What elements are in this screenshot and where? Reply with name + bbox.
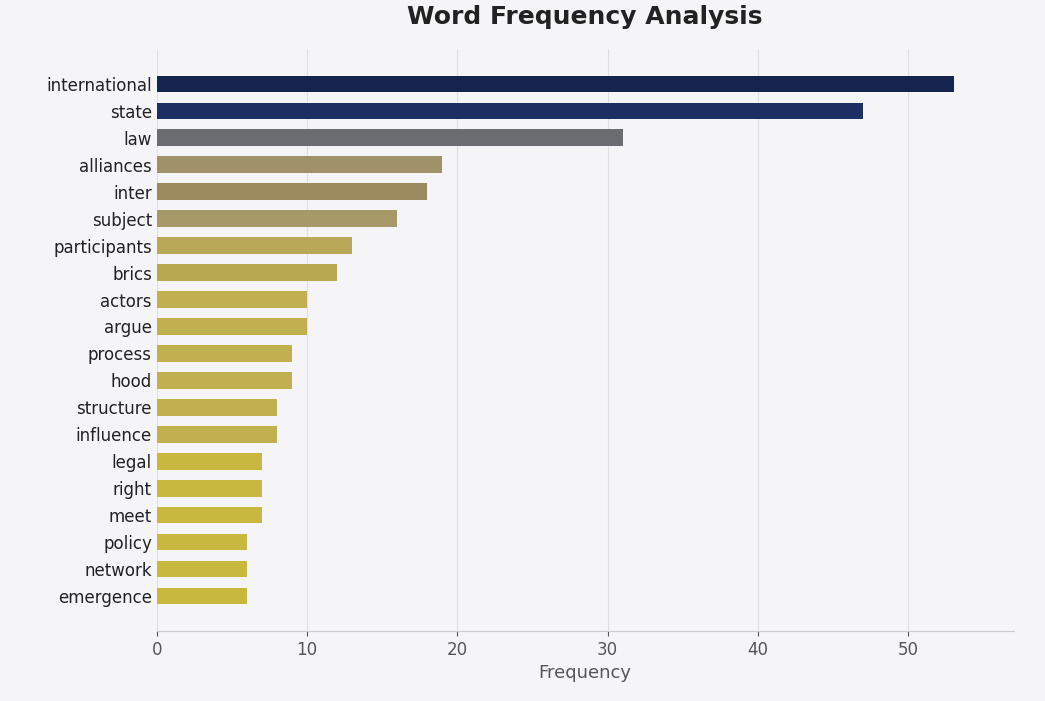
Bar	[157, 264, 338, 280]
Title: Word Frequency Analysis: Word Frequency Analysis	[408, 5, 763, 29]
Bar	[157, 76, 953, 92]
Bar	[157, 292, 307, 308]
Bar	[157, 210, 397, 226]
Bar	[157, 562, 247, 578]
Bar	[157, 480, 262, 496]
Bar	[157, 238, 352, 254]
Bar	[157, 156, 442, 172]
Bar	[157, 534, 247, 550]
Bar	[157, 346, 292, 362]
Bar	[157, 426, 277, 442]
Bar	[157, 102, 863, 118]
Bar	[157, 130, 623, 146]
Bar	[157, 318, 307, 334]
Bar	[157, 400, 277, 416]
Bar	[157, 588, 247, 604]
Bar	[157, 372, 292, 388]
X-axis label: Frequency: Frequency	[539, 664, 631, 682]
Bar	[157, 184, 427, 200]
Bar	[157, 508, 262, 524]
Bar	[157, 454, 262, 470]
